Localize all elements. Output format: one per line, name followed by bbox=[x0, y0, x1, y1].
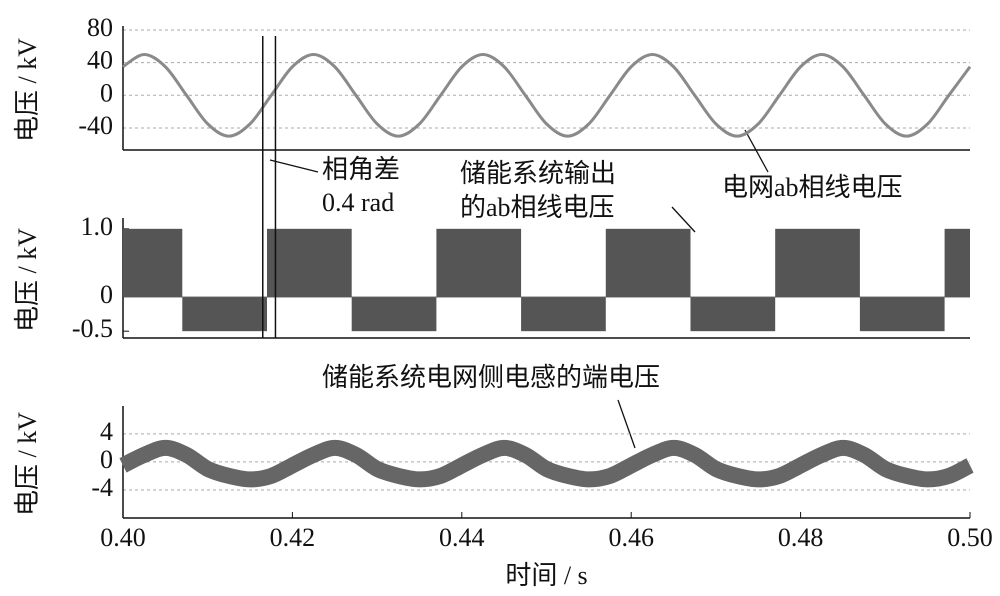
y-tick-label: 80 bbox=[87, 13, 113, 42]
step-block bbox=[351, 297, 437, 332]
step-block bbox=[690, 297, 776, 332]
x-tick-label: 0.48 bbox=[778, 523, 824, 552]
y-axis-label: 电压 / kV bbox=[13, 38, 42, 142]
y-tick-label: 40 bbox=[87, 46, 113, 75]
step-block bbox=[123, 228, 183, 298]
step-block bbox=[775, 228, 860, 298]
annotation: 相角差 bbox=[322, 155, 400, 184]
y-tick-label: 0 bbox=[100, 280, 113, 309]
x-tick-label: 0.44 bbox=[439, 523, 485, 552]
x-tick-label: 0.42 bbox=[270, 523, 316, 552]
step-block bbox=[605, 228, 691, 298]
y-tick-label: 0 bbox=[100, 445, 113, 474]
step-block bbox=[944, 228, 970, 298]
y-tick-label: 1.0 bbox=[81, 212, 114, 241]
y-tick-label: -0.5 bbox=[72, 314, 113, 343]
x-tick-label: 0.50 bbox=[947, 523, 993, 552]
x-tick-label: 0.46 bbox=[608, 523, 654, 552]
leader-line bbox=[671, 206, 696, 233]
y-tick-label: -40 bbox=[78, 111, 113, 140]
step-block bbox=[521, 297, 606, 332]
data-line bbox=[119, 439, 974, 488]
annotation: 储能系统电网侧电感的端电压 bbox=[322, 363, 660, 392]
y-tick-label: 4 bbox=[100, 417, 113, 446]
y-axis-label: 电压 / kV bbox=[13, 412, 42, 516]
leader-line bbox=[744, 129, 769, 173]
annotation: 储能系统输出 bbox=[460, 159, 616, 188]
annotation: 电网ab相线电压 bbox=[722, 173, 903, 202]
y-tick-label: -4 bbox=[91, 473, 113, 502]
annotation: 0.4 rad bbox=[322, 188, 394, 217]
step-block bbox=[182, 297, 267, 332]
data-line bbox=[122, 52, 972, 138]
x-axis-label: 时间 / s bbox=[505, 561, 587, 590]
step-block bbox=[266, 228, 352, 298]
y-tick-label: 0 bbox=[100, 78, 113, 107]
leader-line bbox=[269, 159, 319, 173]
y-axis-label: 电压 / kV bbox=[13, 228, 42, 332]
step-block bbox=[436, 228, 522, 298]
annotation: 的ab相线电压 bbox=[460, 193, 615, 222]
step-block bbox=[859, 297, 945, 332]
x-tick-label: 0.40 bbox=[100, 523, 146, 552]
leader-line bbox=[617, 399, 636, 449]
